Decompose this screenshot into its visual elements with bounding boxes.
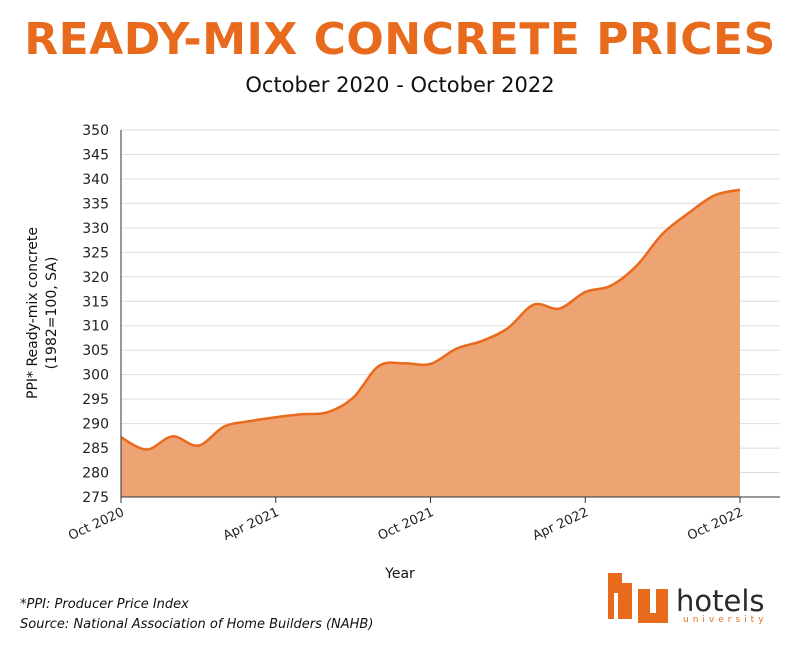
footnote-ppi: *PPI: Producer Price Index — [20, 597, 189, 612]
x-tick-label: Apr 2022 — [530, 505, 590, 544]
y-tick-label: 345 — [82, 147, 109, 163]
logo-word: hotels — [676, 584, 765, 618]
x-axis-label: Year — [384, 566, 415, 582]
hotels-university-logo — [608, 573, 668, 623]
y-tick-label: 315 — [82, 294, 109, 310]
x-tick-label: Apr 2021 — [221, 505, 281, 544]
y-tick-label: 320 — [82, 270, 109, 286]
x-tick-label: Oct 2021 — [376, 505, 436, 544]
y-tick-label: 310 — [82, 319, 109, 335]
x-tick-label: Oct 2022 — [685, 505, 745, 544]
chart-title: READY-MIX CONCRETE PRICES — [24, 14, 776, 65]
chart-subtitle: October 2020 - October 2022 — [245, 73, 555, 97]
y-axis-label-line: PPI* Ready-mix concrete — [25, 227, 41, 399]
y-axis-label: PPI* Ready-mix concrete (1982=100, SA) — [25, 227, 60, 399]
x-tick-label: Oct 2020 — [66, 505, 126, 544]
y-tick-label: 325 — [82, 245, 109, 261]
y-tick-label: 340 — [82, 172, 109, 188]
logo-sub: university — [683, 615, 768, 625]
y-tick-label: 275 — [82, 490, 109, 506]
y-tick-label: 305 — [82, 343, 109, 359]
y-tick-label: 300 — [82, 368, 109, 384]
y-tick-label: 335 — [82, 196, 109, 212]
y-tick-label: 350 — [82, 123, 109, 139]
y-tick-label: 330 — [82, 221, 109, 237]
series-area — [121, 189, 740, 497]
y-axis-label-line: (1982=100, SA) — [44, 257, 60, 370]
footnote-source: Source: National Association of Home Bui… — [20, 617, 374, 632]
y-tick-label: 280 — [82, 466, 109, 482]
y-tick-label: 295 — [82, 392, 109, 408]
logo-mark-icon — [608, 573, 668, 623]
y-tick-label: 285 — [82, 441, 109, 457]
y-tick-label: 290 — [82, 417, 109, 433]
